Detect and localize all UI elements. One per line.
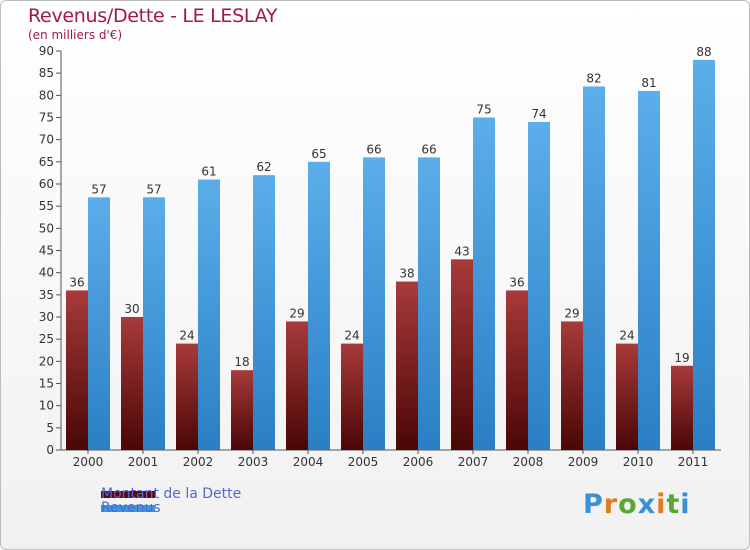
y-tick-label: 85 [39,66,54,80]
proxiti-logo: Proxiti [583,489,691,520]
bar-dette [176,343,198,450]
data-label-dette: 24 [619,329,634,343]
y-tick-label: 75 [39,111,54,125]
bar-revenus [473,117,495,450]
bar-dette [341,343,363,450]
bar-revenus [363,157,385,450]
bar-revenus [418,157,440,450]
bar-dette [671,365,693,450]
chart-title: Revenus/Dette - LE LESLAY [28,5,278,27]
x-tick-label: 2001 [128,455,159,469]
data-label-dette: 43 [454,244,469,258]
data-label-revenus: 57 [146,182,161,196]
bar-revenus [638,90,660,451]
x-tick-label: 2003 [238,455,269,469]
x-tick-label: 2004 [293,455,324,469]
bar-revenus [583,86,605,450]
y-tick-label: 25 [39,332,54,346]
bar-dette [396,281,418,450]
data-label-revenus: 66 [421,142,436,156]
y-tick-label: 10 [39,399,54,413]
y-tick-label: 90 [39,44,54,58]
bar-dette [451,259,473,450]
data-label-revenus: 82 [586,71,601,85]
data-label-revenus: 75 [476,103,491,117]
bar-dette [506,290,528,450]
bar-revenus [528,121,550,450]
chart-subtitle: (en milliers d'€) [28,28,123,42]
data-label-revenus: 66 [366,142,381,156]
data-label-dette: 24 [179,329,194,343]
y-tick-label: 65 [39,155,54,169]
data-label-dette: 30 [124,302,139,316]
y-tick-label: 0 [46,443,54,457]
y-tick-label: 55 [39,199,54,213]
y-tick-label: 40 [39,266,54,280]
data-label-revenus: 88 [696,45,711,59]
data-label-revenus: 62 [256,160,271,174]
data-label-dette: 29 [289,306,304,320]
y-tick-label: 80 [39,88,54,102]
x-tick-label: 2008 [513,455,544,469]
legend-swatch-revenus [101,505,155,512]
x-tick-label: 2009 [568,455,599,469]
data-label-dette: 36 [69,275,84,289]
x-tick-label: 2007 [458,455,489,469]
y-tick-label: 30 [39,310,54,324]
y-tick-label: 50 [39,221,54,235]
x-tick-label: 2010 [623,455,654,469]
bar-dette [121,317,143,450]
legend-swatch-debt [101,491,155,498]
x-tick-label: 2011 [678,455,709,469]
x-tick-label: 2005 [348,455,379,469]
x-tick-label: 2000 [73,455,104,469]
data-label-dette: 29 [564,306,579,320]
legend-label-revenus: Revenus [101,500,161,516]
data-label-revenus: 65 [311,147,326,161]
y-tick-label: 5 [46,421,54,435]
bar-revenus [693,59,715,450]
bar-dette [561,321,583,450]
x-tick-label: 2002 [183,455,214,469]
data-label-revenus: 81 [641,76,656,90]
data-label-dette: 18 [234,355,249,369]
data-label-dette: 24 [344,329,359,343]
data-label-dette: 36 [509,275,524,289]
y-tick-label: 35 [39,288,54,302]
bar-revenus [198,179,220,451]
bar-revenus [253,175,275,450]
bar-dette [286,321,308,450]
data-label-dette: 38 [399,267,414,281]
y-tick-label: 70 [39,133,54,147]
y-tick-label: 20 [39,354,54,368]
data-label-revenus: 74 [531,107,546,121]
data-label-revenus: 61 [201,165,216,179]
y-tick-label: 60 [39,177,54,191]
legend-label-debt: Montant de la Dette [101,486,242,502]
bar-revenus [308,161,330,451]
bar-revenus [143,197,165,450]
y-tick-label: 45 [39,244,54,258]
bar-dette [66,290,88,450]
x-tick-label: 2006 [403,455,434,469]
bar-revenus [88,197,110,450]
data-label-revenus: 57 [91,182,106,196]
data-label-dette: 19 [674,351,689,365]
bar-dette [616,343,638,450]
bar-dette [231,370,253,450]
y-tick-label: 15 [39,377,54,391]
